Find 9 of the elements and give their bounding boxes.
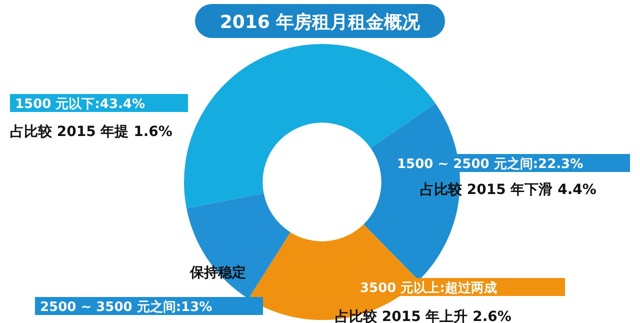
slice-label: 3500 元以上:超过两成 bbox=[360, 281, 497, 296]
chart-title: 2016 年房租月租金概况 bbox=[220, 12, 422, 33]
slice-label: 1500 ~ 2500 元之间:22.3% bbox=[397, 156, 584, 172]
donut-slice bbox=[184, 44, 436, 208]
slice-label: 2500 ~ 3500 元之间:13% bbox=[40, 299, 212, 315]
slice-label: 1500 元以下:43.4% bbox=[15, 97, 146, 112]
donut-slice bbox=[186, 193, 290, 299]
text: 占比较 2015 年提 1.6% bbox=[10, 124, 172, 140]
text: 保持稳定 bbox=[189, 264, 246, 281]
